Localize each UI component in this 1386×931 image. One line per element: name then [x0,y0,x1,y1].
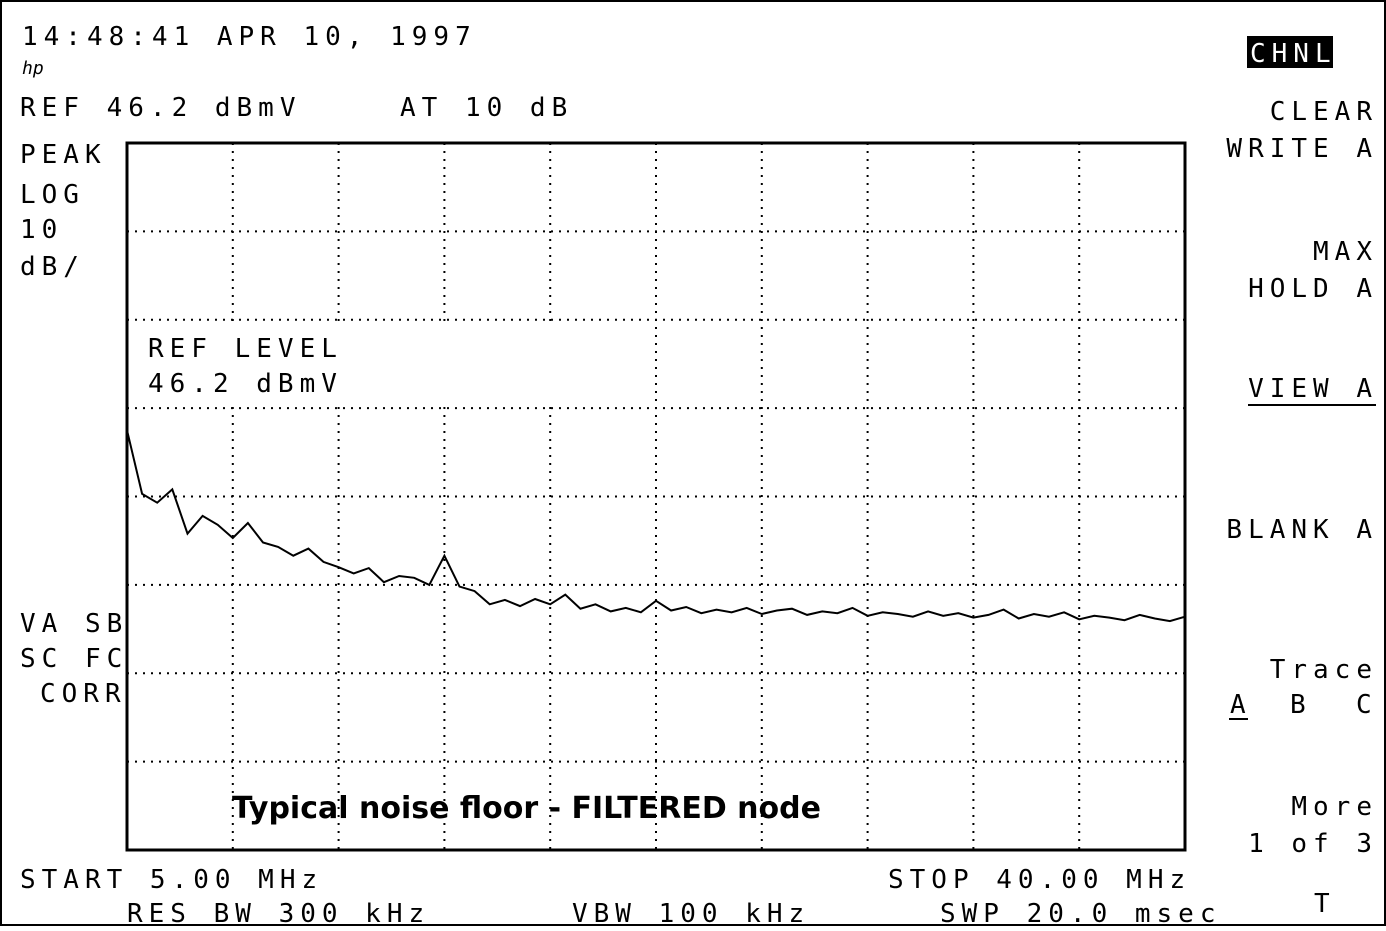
graticule-border [125,141,1187,852]
softkey[interactable]: CLEAR [1270,97,1378,127]
softkey[interactable]: MAX [1313,237,1378,267]
footer: T [1314,889,1336,919]
scale-unit: dB/ [20,252,85,282]
ref-level-label: REF LEVEL [148,334,343,364]
atten-readout: AT 10 dB [400,93,573,123]
stop-freq: STOP 40.00 MHz [888,865,1191,895]
ref-readout: REF 46.2 dBmV [20,93,302,123]
trace [126,429,1186,623]
softkey[interactable]: WRITE A [1226,134,1378,164]
trace-option[interactable]: A [1230,690,1252,720]
trace-option[interactable]: C [1356,690,1378,720]
softkey[interactable]: VIEW A [1248,374,1378,404]
scale-value: 10 [20,215,63,245]
trace-option[interactable]: B [1290,690,1312,720]
softkey[interactable]: BLANK A [1226,515,1378,545]
ref-level-box [131,322,655,404]
status: VA SB [20,609,128,639]
plot: REF LEVEL 46.2 dBmV Typical noise floor - … [125,141,1187,852]
timestamp: 14:48:41 APR 10, 1997 [22,22,477,52]
softkey[interactable]: Trace [1270,655,1378,685]
menu-title-bg [1247,36,1333,68]
sweep: SWP 20.0 msec [940,899,1222,926]
softkey[interactable]: HOLD A [1248,274,1378,304]
logo: hp [22,58,44,79]
res-bw: RES BW 300 kHz [127,899,430,926]
softkey[interactable]: 1 of 3 [1248,829,1378,859]
ref-level-value: 46.2 dBmV [148,369,343,399]
vbw: VBW 100 kHz [572,899,810,926]
menu-title: CHNL [1250,39,1337,69]
start-freq: START 5.00 MHz [20,865,323,895]
status: SC FC [20,644,128,674]
annotation: Typical noise floor - FILTERED node [232,791,821,826]
scale-type: LOG [20,180,85,210]
softkey[interactable]: More [1291,792,1378,822]
status: CORR [40,679,127,709]
detector: PEAK [20,140,107,170]
